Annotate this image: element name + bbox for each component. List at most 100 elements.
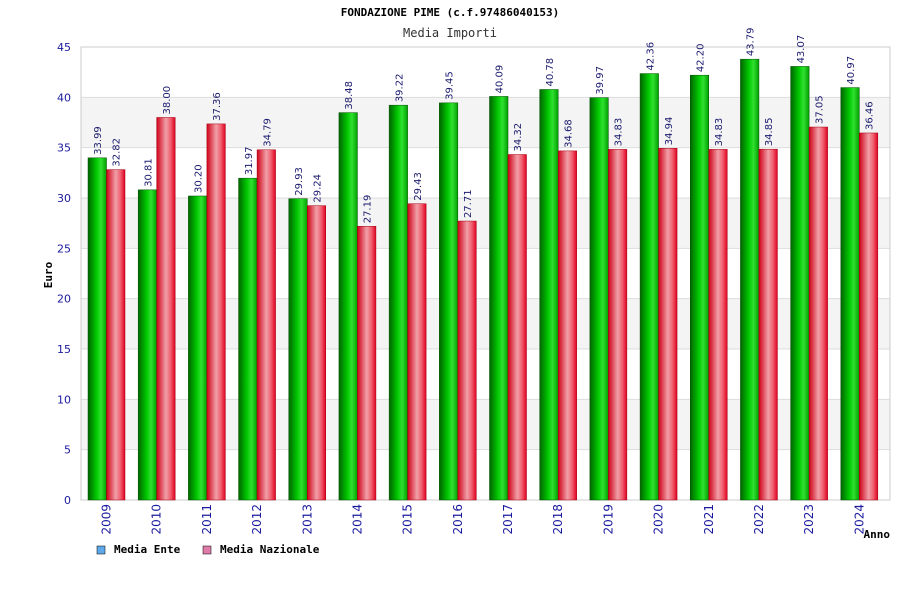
data-label: 34.94	[664, 117, 675, 146]
bar-media-ente-2023	[790, 66, 810, 501]
x-tick-label: 2024	[852, 504, 866, 535]
x-axis-ticks: 2009 2010 2011 2012 2013 2014 2015 2016 2017 2018…	[100, 504, 867, 535]
bar-media-nazionale-2017	[507, 154, 527, 501]
bars	[87, 58, 879, 501]
bar-media-ente-2016	[439, 102, 459, 501]
y-tick-label: 30	[57, 192, 71, 205]
plot-band	[81, 47, 890, 98]
bar-media-nazionale-2012	[256, 149, 276, 501]
data-label: 34.83	[714, 118, 725, 147]
bar-media-nazionale-2010	[156, 117, 176, 501]
bar-media-ente-2015	[388, 104, 408, 501]
chart-subtitle: Media Importi	[403, 26, 497, 40]
x-axis-label: Anno	[864, 528, 891, 541]
data-label: 43.79	[746, 28, 757, 57]
data-label: 34.68	[563, 119, 574, 148]
data-label: 31.97	[244, 147, 255, 176]
x-tick-label: 2021	[702, 504, 716, 535]
data-labels: 33.99 32.82 30.81 38.00 30.20 37.36 31.97 34.79…	[93, 28, 875, 224]
data-label: 33.99	[93, 126, 104, 155]
data-label: 29.43	[413, 172, 424, 201]
data-label: 34.83	[614, 118, 625, 147]
data-label: 40.97	[846, 56, 857, 85]
x-tick-label: 2012	[250, 504, 264, 535]
data-label: 29.24	[313, 174, 324, 203]
bar-media-ente-2011	[188, 195, 208, 501]
bar-media-nazionale-2014	[357, 226, 377, 501]
chart-title: FONDAZIONE PIME (c.f.97486040153)	[341, 6, 560, 19]
bar-media-nazionale-2015	[407, 203, 427, 501]
y-tick-label: 25	[57, 242, 71, 255]
bar-media-ente-2014	[338, 112, 358, 501]
data-label: 37.36	[212, 92, 223, 121]
bar-media-nazionale-2021	[708, 149, 728, 501]
bar-media-nazionale-2022	[758, 148, 778, 501]
data-label: 32.82	[112, 138, 123, 167]
x-tick-label: 2017	[501, 504, 515, 535]
bar-media-nazionale-2013	[307, 205, 326, 501]
data-label: 34.32	[513, 123, 524, 152]
legend-label-media-ente: Media Ente	[114, 543, 181, 556]
bar-media-ente-2024	[840, 87, 860, 501]
x-tick-label: 2015	[401, 504, 415, 535]
bar-media-ente-2009	[87, 157, 107, 501]
x-tick-label: 2011	[200, 504, 214, 535]
bar-media-nazionale-2024	[859, 132, 879, 501]
bar-media-ente-2018	[539, 89, 559, 501]
y-tick-label: 5	[64, 444, 71, 457]
data-label: 37.05	[814, 95, 825, 124]
data-label: 39.22	[394, 74, 405, 103]
bar-media-nazionale-2020	[658, 148, 678, 501]
x-tick-label: 2020	[652, 504, 666, 535]
bar-media-ente-2021	[690, 74, 709, 501]
x-tick-label: 2016	[451, 504, 465, 535]
bar-media-nazionale-2009	[106, 169, 126, 501]
data-label: 36.46	[865, 101, 876, 130]
x-tick-label: 2009	[100, 504, 114, 535]
bar-media-nazionale-2019	[608, 149, 628, 501]
plot-frame	[80, 46, 891, 501]
x-tick-label: 2023	[802, 504, 816, 535]
data-label: 39.97	[595, 66, 606, 95]
legend-label-media-nazionale: Media Nazionale	[220, 543, 320, 556]
y-axis-label: Euro	[42, 261, 55, 288]
data-label: 29.93	[294, 167, 305, 196]
x-tick-label: 2019	[601, 504, 615, 535]
x-tick-label: 2014	[350, 504, 364, 535]
x-tick-label: 2010	[150, 504, 164, 535]
legend-swatch-media-nazionale	[202, 545, 212, 555]
data-label: 38.00	[162, 86, 173, 115]
bar-media-ente-2020	[639, 73, 659, 501]
y-tick-label: 0	[64, 494, 71, 507]
y-tick-label: 35	[57, 142, 71, 155]
y-tick-label: 10	[57, 393, 71, 406]
y-tick-label: 40	[57, 91, 71, 104]
x-tick-label: 2022	[752, 504, 766, 535]
data-label: 40.09	[495, 65, 506, 94]
data-label: 27.71	[463, 189, 474, 218]
y-tick-label: 45	[57, 41, 71, 54]
x-tick-label: 2018	[551, 504, 565, 535]
data-label: 43.07	[796, 35, 807, 64]
y-axis-ticks: 0 5 10 15 20 25 30 35 40 45	[57, 41, 71, 507]
y-tick-label: 15	[57, 343, 71, 356]
bar-media-nazionale-2016	[457, 220, 477, 501]
bar-media-nazionale-2018	[557, 150, 577, 501]
bar-media-ente-2012	[238, 177, 258, 501]
y-tick-label: 20	[57, 293, 71, 306]
bar-media-ente-2019	[589, 97, 609, 501]
data-label: 34.85	[764, 118, 775, 147]
data-label: 30.81	[143, 158, 154, 187]
data-label: 42.20	[696, 44, 707, 73]
data-label: 40.78	[545, 58, 556, 87]
bar-media-nazionale-2011	[206, 123, 226, 501]
data-label: 39.45	[445, 71, 456, 100]
bar-media-ente-2013	[288, 198, 308, 501]
legend: Media Ente Media Nazionale	[96, 543, 320, 556]
data-label: 34.79	[262, 118, 273, 147]
x-tick-label: 2013	[300, 504, 314, 535]
data-label: 42.36	[645, 42, 656, 71]
bar-media-ente-2022	[740, 58, 760, 501]
bar-media-ente-2010	[137, 189, 157, 501]
data-label: 27.19	[363, 195, 374, 224]
